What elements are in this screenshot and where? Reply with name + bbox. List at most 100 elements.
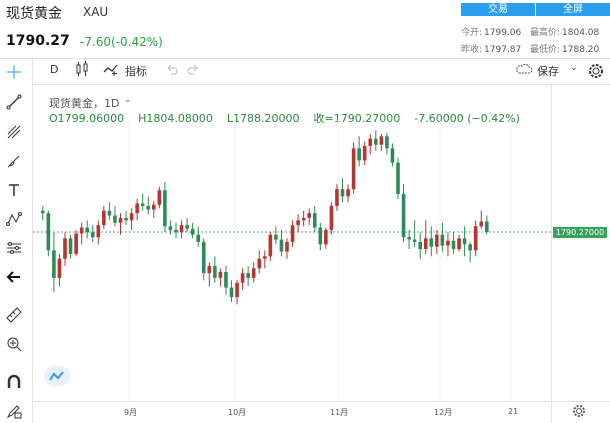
candle [296,214,300,233]
undo-icon[interactable] [162,59,182,79]
candle [124,210,128,226]
trade-button[interactable]: 交易 [461,3,535,16]
ruler-icon[interactable] [4,305,24,325]
price-axis-divider [551,84,552,423]
candle-body [429,238,434,247]
candle [462,226,467,257]
candle [129,208,134,230]
indicators-icon[interactable] [101,59,121,79]
indicators-button[interactable]: 指标 [125,65,147,78]
candle-body [451,240,456,250]
cloud-icon[interactable] [514,59,534,79]
candle [79,222,84,245]
candle-body [174,229,178,233]
candle-body [113,215,117,223]
candle-body [102,210,106,226]
candle-body [140,203,145,206]
candle-body [385,136,389,149]
redo-icon[interactable] [183,59,203,79]
candle [163,181,167,233]
pattern-icon[interactable] [4,209,24,229]
candle [385,132,389,155]
candle [74,229,78,257]
gear-icon[interactable] [586,61,606,81]
candle-body [412,239,417,242]
text-icon[interactable] [4,180,24,200]
candles-icon[interactable] [72,59,92,79]
chart-title: 现货黄金，1D [49,97,120,110]
candle-body [107,210,112,216]
magnet-icon[interactable] [4,372,24,392]
candle-body [324,229,328,245]
candle-body [407,237,411,240]
candle-body [485,221,489,232]
candle [235,280,239,305]
candle-body [63,238,67,259]
candle-body [263,256,267,259]
candle-body [462,238,467,245]
candle-body [163,190,167,227]
save-button[interactable]: 保存 [537,65,559,78]
tradingview-logo-icon[interactable] [44,366,70,386]
candle [307,208,311,226]
candle-body [418,241,422,250]
candle-body [224,271,228,288]
candle-body [57,258,62,278]
candle [46,210,51,257]
chart-settings-gear-icon[interactable] [570,402,588,420]
chart-title-chevron-down-icon[interactable]: ⌄ [124,95,132,105]
candle-body [268,234,273,257]
fib-icon[interactable] [4,122,24,142]
candle-body [312,213,317,228]
zoom-in-icon[interactable] [4,334,24,354]
toolbar-divider [32,84,610,85]
brush-icon[interactable] [4,151,24,171]
candle [379,133,384,151]
candle-body [307,213,311,218]
candle [457,234,461,252]
candle [107,202,112,221]
candle-body [351,148,356,190]
save-chevron-down-icon[interactable]: ⌄ [570,63,578,73]
candle [96,220,101,245]
stat-open: 今开: 1799.06 [461,28,522,38]
interval-selector[interactable]: D [50,63,59,76]
crosshair-icon[interactable] [4,62,24,82]
trendline-icon[interactable] [4,92,24,112]
candle [268,232,273,262]
current-price: 1790.27 [6,33,70,49]
candle [201,238,206,281]
fullscreen-button[interactable]: 全屏 [536,3,610,16]
candle-body [274,234,278,240]
header-divider [0,58,610,59]
candle-body [390,148,395,163]
ohlc-readout: O1799.06000 H1804.08000 L1788.20000 收=1790.… [49,112,520,125]
candle [468,241,472,263]
candle-body [157,190,162,205]
lock-pencil-icon[interactable] [4,401,24,421]
candle-body [246,273,250,278]
candle-body [207,265,212,274]
candle [396,157,400,199]
candle [418,232,422,259]
candle-body [235,282,239,298]
candle [213,256,217,283]
back-arrow-icon[interactable] [4,267,24,287]
candle [351,142,356,194]
candle-body [52,250,56,278]
candle-body [146,205,151,210]
candle-body [118,217,123,223]
candle [301,210,306,227]
candle-body [68,238,73,254]
candle-body [124,217,128,221]
candle [357,136,361,167]
candle-body [257,258,262,269]
candle [340,178,345,203]
instrument-symbol: XAU [83,5,109,19]
candle-body [340,189,345,197]
candle [423,220,428,254]
candle [85,220,89,239]
candle-body [296,220,300,226]
measure-icon[interactable] [4,238,24,258]
candle-body [168,226,173,230]
